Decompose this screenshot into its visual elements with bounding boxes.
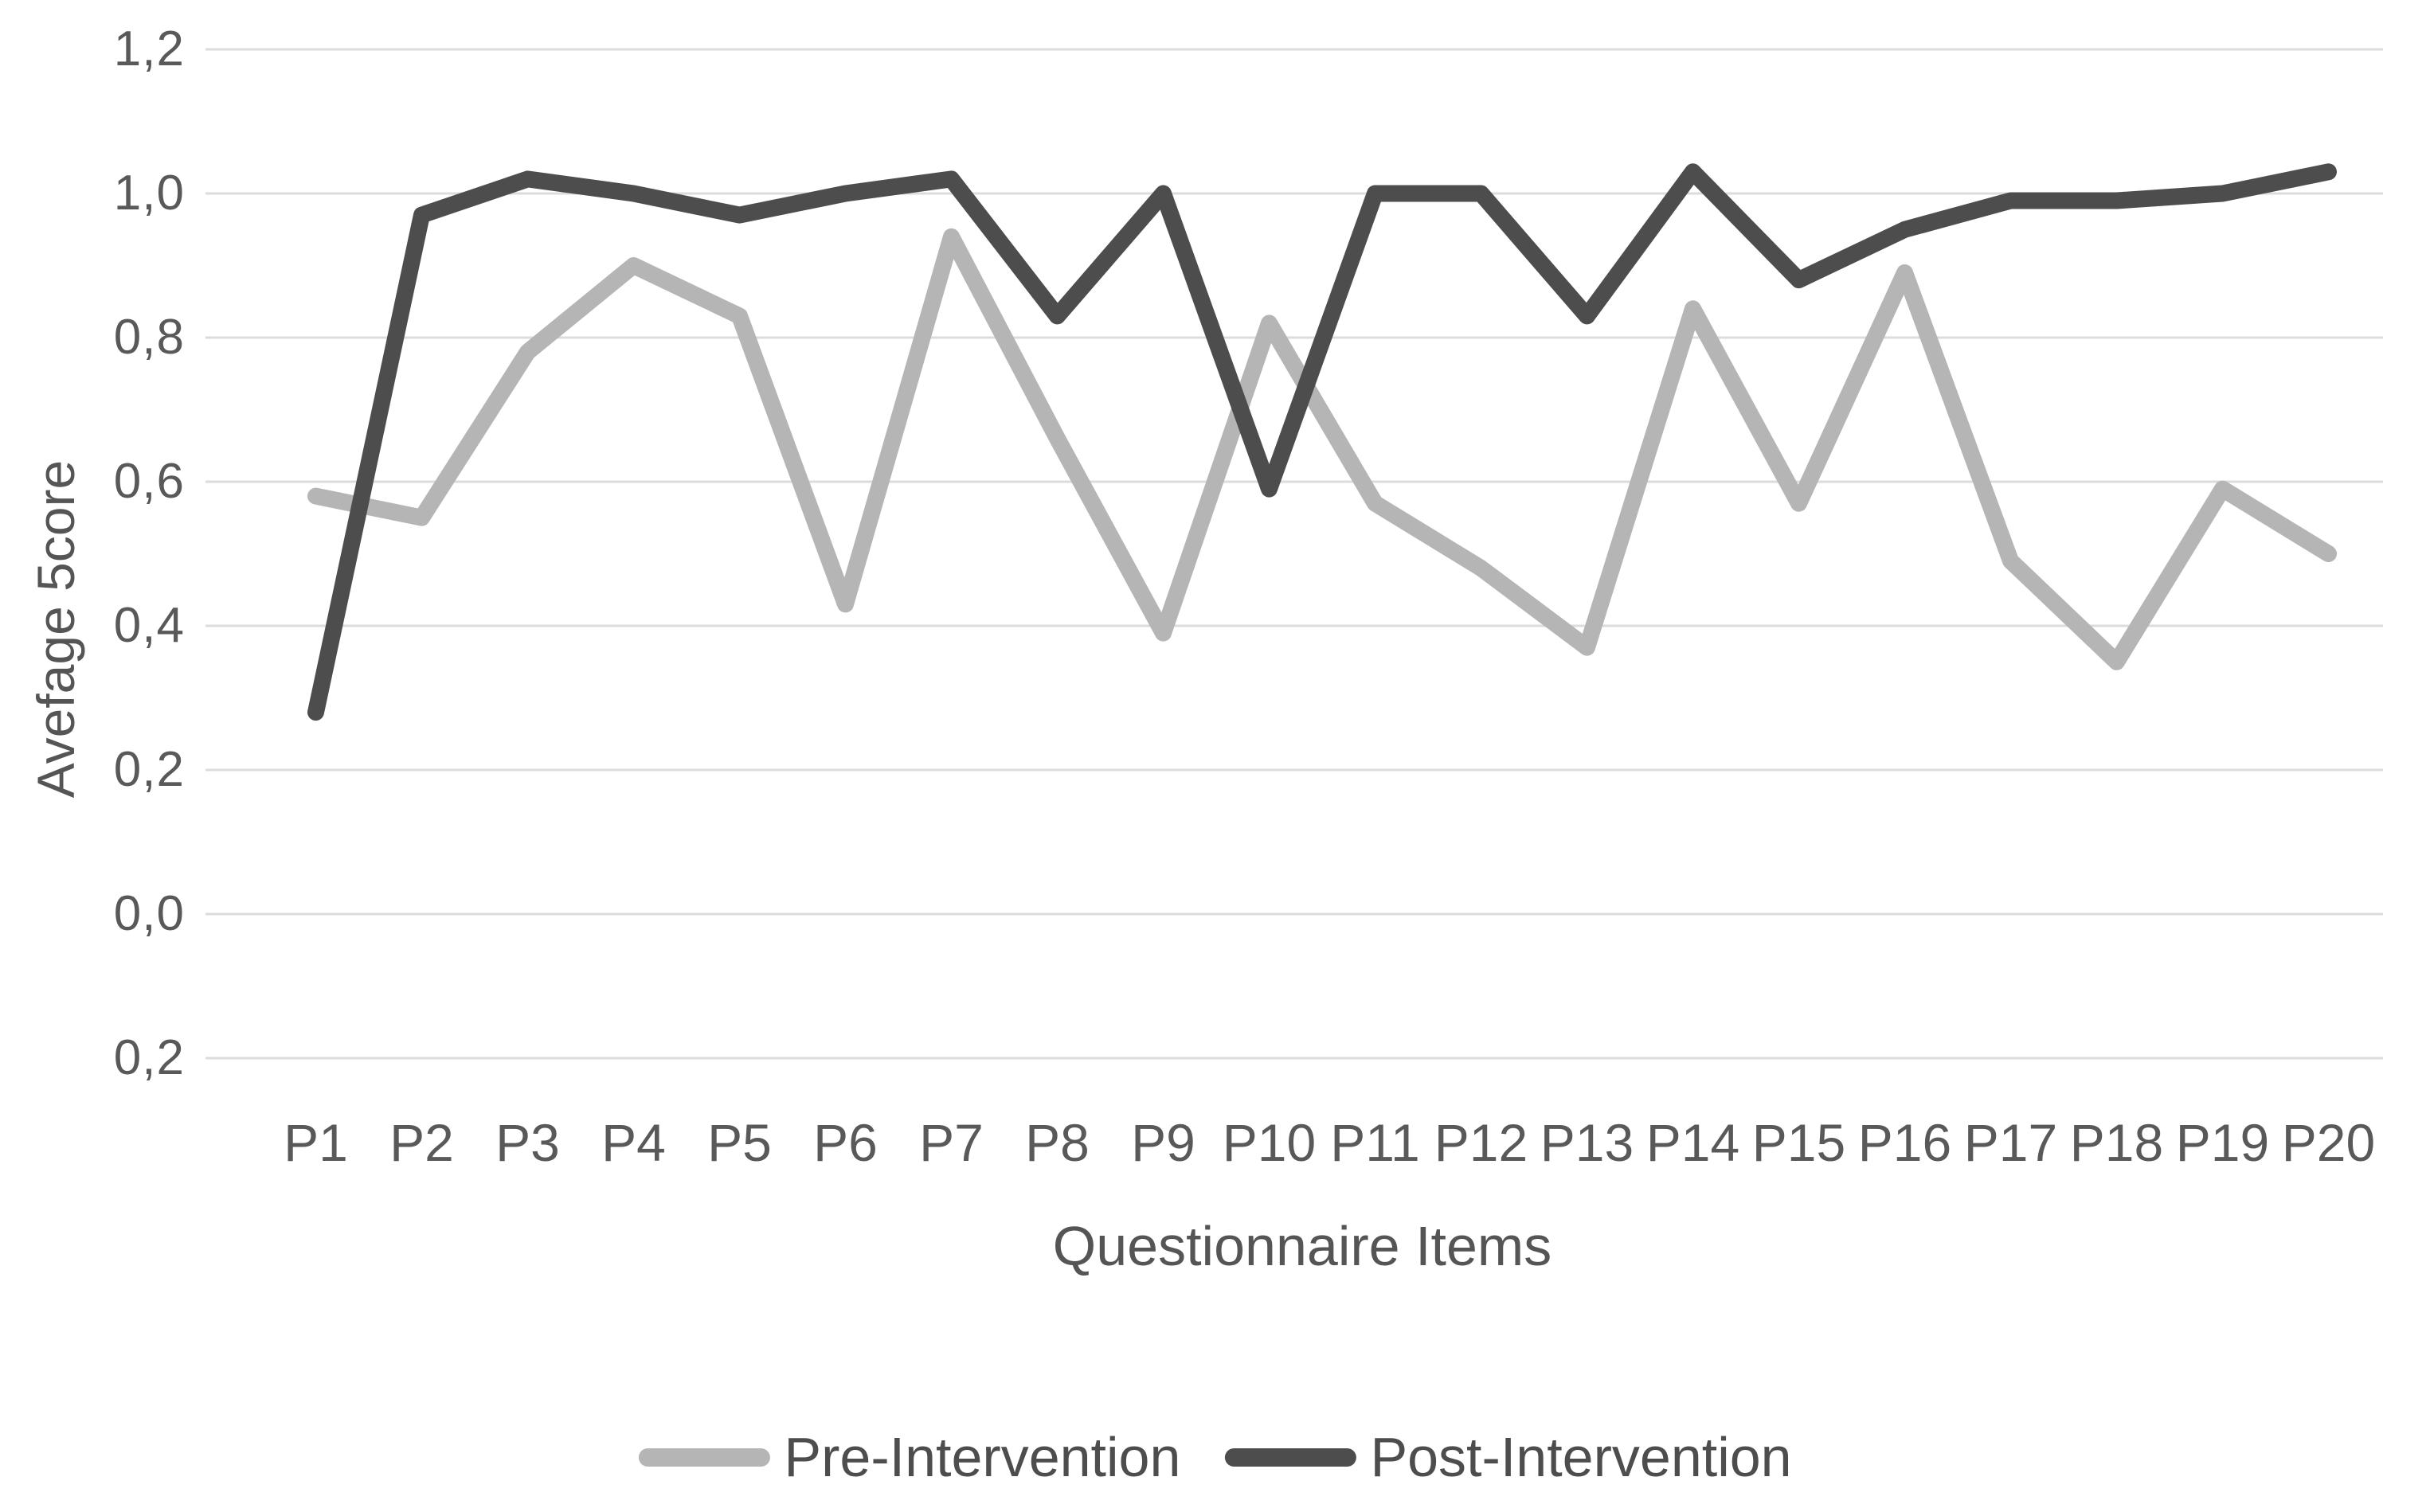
gridlines bbox=[205, 48, 2383, 1060]
x-tick-label: P15 bbox=[1751, 1113, 1846, 1172]
legend-item-post-intervention: Post-Intervention bbox=[1224, 1426, 1792, 1488]
y-tick-label: 0,6 bbox=[113, 454, 185, 509]
x-tick-label: P9 bbox=[1131, 1113, 1195, 1172]
x-tick-label: P5 bbox=[707, 1113, 772, 1172]
y-tick-label: 1,2 bbox=[113, 21, 185, 76]
x-tick-label: P6 bbox=[813, 1113, 878, 1172]
x-tick-label: P18 bbox=[2069, 1113, 2164, 1172]
y-tick-label: 1,0 bbox=[113, 166, 185, 221]
pre-intervention-line-swatch bbox=[638, 1448, 770, 1467]
y-tick-label: 0,2 bbox=[113, 742, 185, 797]
x-tick-label: P20 bbox=[2281, 1113, 2376, 1172]
x-tick-label: P14 bbox=[1645, 1113, 1740, 1172]
y-tick-label: 0,8 bbox=[113, 310, 185, 365]
x-tick-label: P19 bbox=[2175, 1113, 2270, 1172]
x-tick-label: P1 bbox=[284, 1113, 348, 1172]
legend-item-pre-intervention: Pre-Intervention bbox=[638, 1429, 1180, 1485]
x-tick-label: P12 bbox=[1434, 1113, 1528, 1172]
x-tick-label: P13 bbox=[1540, 1113, 1634, 1172]
x-tick-label: P2 bbox=[389, 1113, 454, 1172]
x-tick-label: P4 bbox=[601, 1113, 666, 1172]
pre-intervention-line bbox=[307, 228, 2337, 670]
legend-label-pre-intervention: Pre-Intervention bbox=[784, 1426, 1181, 1488]
x-tick-label: P10 bbox=[1222, 1113, 1317, 1172]
post-intervention-line bbox=[307, 163, 2337, 721]
legend: Pre-Intervention Post-Intervention bbox=[638, 1426, 1792, 1488]
y-axis-title: Avefage 5core bbox=[26, 459, 85, 799]
series-lines bbox=[307, 163, 2337, 721]
y-tick-label: 0,0 bbox=[113, 886, 185, 941]
post-intervention-line-swatch bbox=[1224, 1448, 1356, 1467]
x-tick-label: P8 bbox=[1025, 1113, 1090, 1172]
x-tick-label: P3 bbox=[495, 1113, 560, 1172]
x-tick-label: P17 bbox=[1963, 1113, 2058, 1172]
x-tick-label: P16 bbox=[1857, 1113, 1952, 1172]
y-tick-label: 0,4 bbox=[113, 598, 185, 653]
x-axis-title: Questionnaire Items bbox=[1052, 1215, 1552, 1277]
x-tick-label: P11 bbox=[1330, 1113, 1420, 1172]
legend-label-post-intervention: Post-Intervention bbox=[1370, 1426, 1792, 1488]
x-tick-label: P7 bbox=[919, 1113, 984, 1172]
y-tick-label: 0,2 bbox=[113, 1030, 185, 1085]
